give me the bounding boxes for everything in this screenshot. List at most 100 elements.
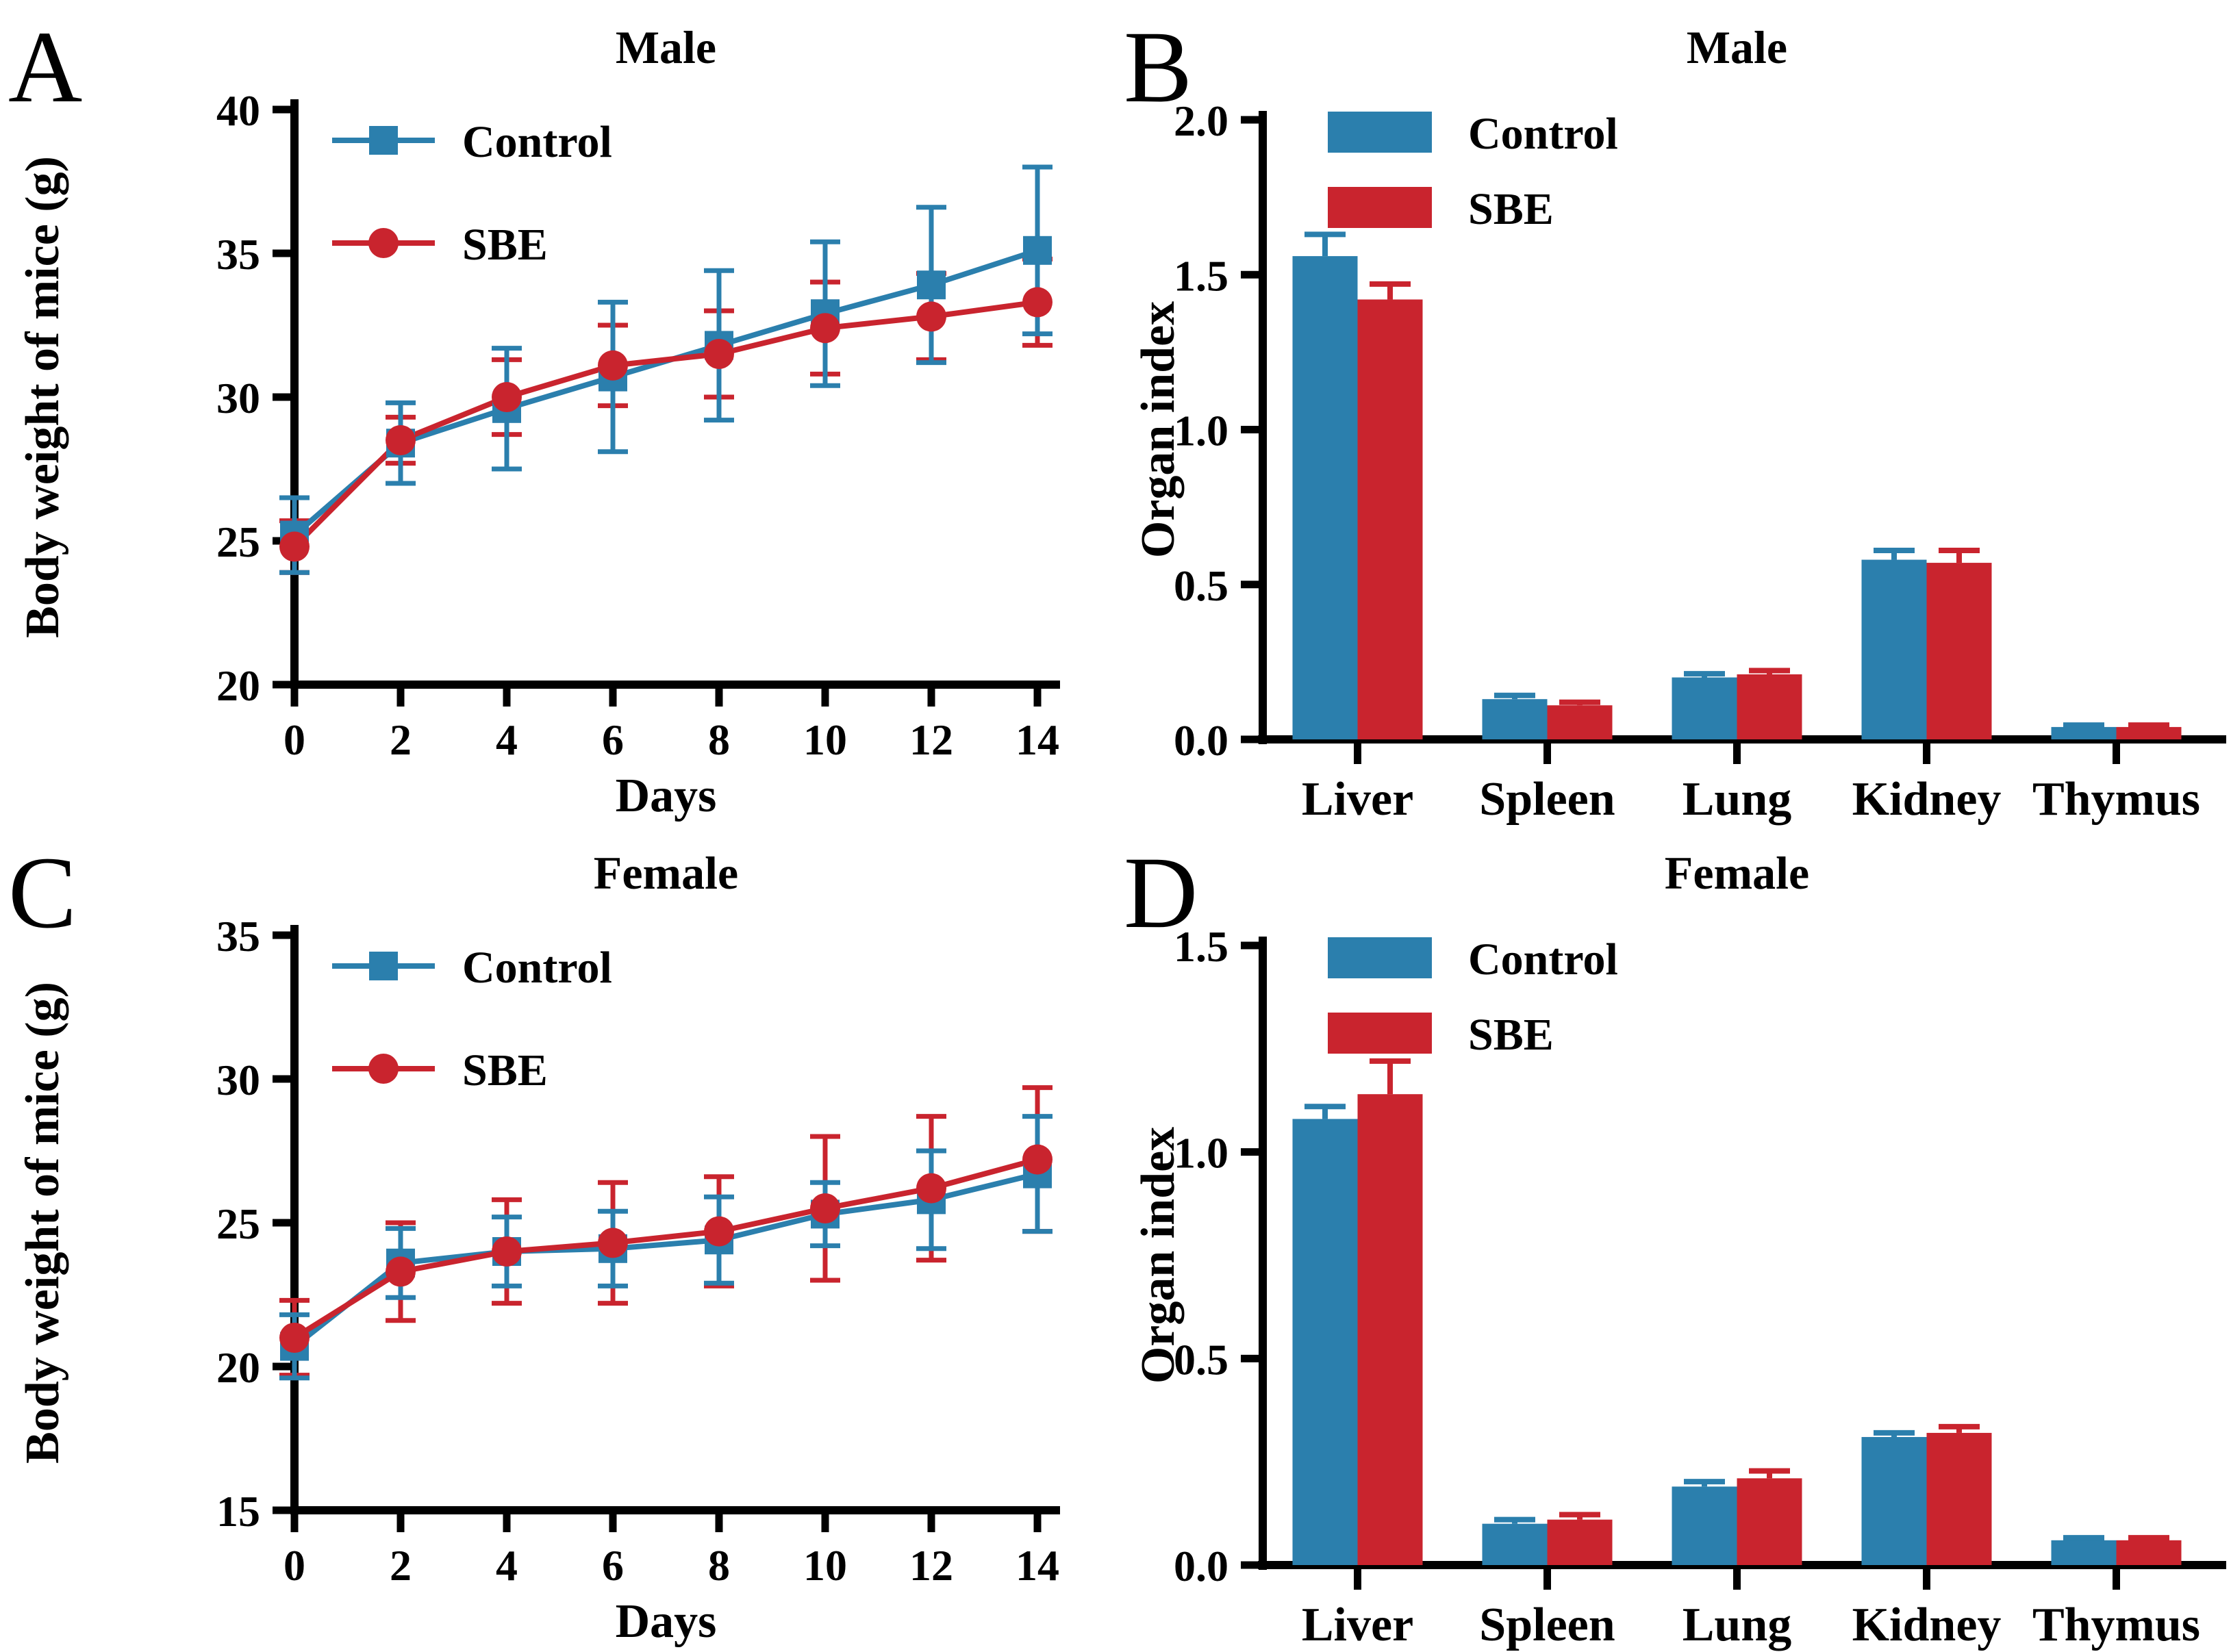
sbe-data-point-marker	[279, 1323, 310, 1353]
y-tick-label: 15	[216, 1487, 260, 1536]
control-bar	[1292, 256, 1358, 740]
y-tick-label: 0.0	[1174, 716, 1228, 765]
x-tick-label: 4	[496, 715, 518, 764]
control-bar	[1672, 1486, 1737, 1565]
category-label: Thymus	[2032, 1599, 2200, 1651]
y-tick-label: 40	[216, 86, 260, 135]
sbe-data-point-marker	[1022, 287, 1053, 318]
legend-item-control: Control	[1328, 935, 1618, 984]
x-tick-label: 8	[708, 1541, 730, 1590]
legend-swatch	[1328, 937, 1432, 978]
legend-item-control: Control	[332, 117, 612, 167]
y-tick-label: 1.5	[1174, 922, 1228, 971]
panel-b-male-organ-index-bar-chart: B Male Organ index 0.0 0.5 1.0 1.5 2.0 Liver Sple…	[1124, 10, 2226, 826]
legend-label: SBE	[462, 220, 548, 270]
sbe-bar	[1926, 1432, 1992, 1565]
sbe-bar	[1547, 1519, 1613, 1565]
control-bar	[1482, 699, 1548, 739]
control-bar	[2051, 726, 2117, 739]
control-series-line	[292, 1171, 1038, 1349]
control-data-point-marker	[1023, 236, 1052, 265]
sbe-data-point-marker	[386, 425, 416, 455]
sbe-bar	[2116, 1540, 2182, 1565]
sbe-series-line	[292, 299, 1038, 549]
x-tick-label: 6	[602, 1541, 624, 1590]
sbe-error-bars	[279, 1085, 1053, 1378]
sbe-data-point-marker	[704, 1216, 734, 1247]
control-bar	[1672, 677, 1737, 739]
panel-d-female-organ-index-bar-chart: D Female Organ index 0.0 0.5 1.0 1.5 Liver Splee…	[1124, 836, 2226, 1651]
y-axis-label: Organ index	[1132, 1127, 1185, 1384]
panel-letter: B	[1124, 10, 1192, 124]
y-tick-label: 20	[216, 1343, 260, 1392]
control-bar	[1861, 1436, 1927, 1565]
y-tick-label: 35	[216, 912, 260, 961]
control-bar	[1861, 559, 1927, 739]
panel-title: Female	[594, 847, 738, 899]
y-tick-label: 25	[216, 1199, 260, 1248]
control-data-point-marker	[917, 270, 946, 300]
legend-circle-marker	[368, 228, 399, 258]
y-tick-label: 30	[216, 1056, 260, 1104]
legend-square-marker	[369, 126, 398, 155]
sbe-data-point-marker	[598, 1228, 628, 1258]
sbe-data-point-marker	[810, 1193, 840, 1223]
sbe-bar	[1737, 674, 1802, 739]
panel-letter: A	[8, 10, 82, 124]
sbe-data-point-marker	[810, 313, 840, 344]
sbe-data-point-marker	[916, 301, 946, 332]
control-data-points	[280, 236, 1052, 550]
sbe-data-point-marker	[279, 531, 310, 562]
sbe-data-point-marker	[916, 1173, 946, 1204]
x-tick-label: 12	[909, 1541, 953, 1590]
x-tick-label: 8	[708, 715, 730, 764]
y-tick-label: 1.0	[1174, 1129, 1228, 1178]
control-error-bars	[279, 1114, 1053, 1381]
control-bar	[1292, 1119, 1358, 1565]
y-tick-label: 20	[216, 661, 260, 710]
legend-label: Control	[1468, 109, 1618, 159]
category-label: Spleen	[1479, 1599, 1615, 1651]
category-label: Lung	[1682, 773, 1792, 826]
sbe-data-point-marker	[598, 350, 628, 381]
x-tick-label: 0	[283, 1541, 305, 1590]
sbe-data-point-marker	[386, 1256, 416, 1287]
sbe-bar	[1357, 299, 1423, 739]
panel-title: Male	[1687, 21, 1787, 73]
y-tick-label: 1.0	[1174, 407, 1228, 455]
sbe-bar	[1737, 1478, 1802, 1565]
control-bar	[2051, 1540, 2117, 1565]
legend-item-sbe: SBE	[332, 1045, 548, 1095]
sbe-bar	[2116, 726, 2182, 739]
x-tick-label: 10	[803, 1541, 847, 1590]
panel-title: Female	[1665, 847, 1809, 899]
x-tick-label: 6	[602, 715, 624, 764]
y-axis-label: Body weight of mice (g)	[16, 982, 69, 1464]
y-tick-label: 2.0	[1174, 97, 1228, 145]
legend-item-sbe: SBE	[332, 220, 548, 270]
legend-label: Control	[462, 943, 612, 993]
x-tick-label: 14	[1016, 1541, 1059, 1590]
legend-item-sbe: SBE	[1328, 184, 1554, 234]
category-label: Liver	[1302, 1599, 1413, 1651]
legend-label: SBE	[1468, 1010, 1554, 1060]
category-label: Kidney	[1852, 1599, 2002, 1651]
x-tick-label: 2	[390, 715, 412, 764]
y-tick-label: 25	[216, 518, 260, 566]
y-tick-label: 0.0	[1174, 1542, 1228, 1590]
y-tick-label: 30	[216, 374, 260, 422]
category-label: Kidney	[1852, 773, 2002, 826]
legend-circle-marker	[368, 1054, 399, 1084]
sbe-bar	[1547, 705, 1613, 739]
sbe-bar	[1357, 1094, 1423, 1565]
legend-swatch	[1328, 112, 1432, 153]
panel-letter: D	[1124, 836, 1198, 950]
x-tick-label: 4	[496, 1541, 518, 1590]
legend-square-marker	[369, 952, 398, 980]
x-axis-label: Days	[616, 770, 717, 822]
y-tick-label: 35	[216, 230, 260, 279]
sbe-series-line	[292, 1156, 1039, 1340]
y-tick-label: 1.5	[1174, 251, 1228, 300]
